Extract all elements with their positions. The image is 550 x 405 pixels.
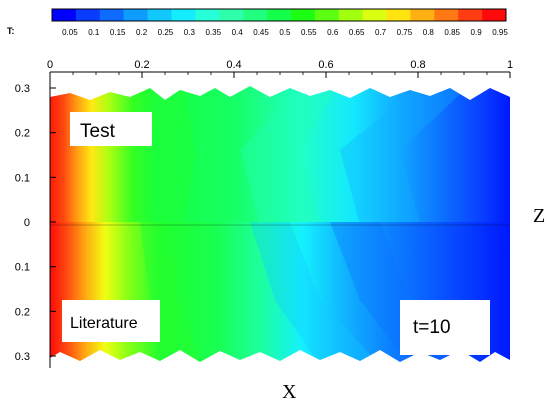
colorbar-tick-label: 0.1 bbox=[88, 28, 100, 37]
colorbar-swatch bbox=[75, 9, 101, 21]
colorbar-swatch bbox=[482, 9, 507, 21]
colorbar-swatch bbox=[314, 9, 340, 21]
colorbar-swatch bbox=[243, 9, 268, 21]
test-label: Test bbox=[80, 121, 116, 142]
colorbar-swatch bbox=[267, 9, 292, 21]
y-axis-label: Z bbox=[533, 205, 545, 227]
colorbar-swatch bbox=[219, 9, 244, 21]
colorbar-tick-label: 0.35 bbox=[205, 28, 221, 37]
colorbar-swatch bbox=[171, 9, 196, 21]
colorbar-swatch bbox=[410, 9, 435, 21]
colorbar-frame bbox=[51, 8, 507, 22]
colorbar-tick-label: 0.95 bbox=[492, 28, 508, 37]
colorbar-tick-label: 0.7 bbox=[375, 28, 387, 37]
colorbar-swatch bbox=[147, 9, 172, 21]
colorbar-tick-label: 0.05 bbox=[62, 28, 78, 37]
colorbar-tick-label: 0.15 bbox=[110, 28, 126, 37]
colorbar-swatch bbox=[338, 9, 363, 21]
colorbar-tick-label: 0.55 bbox=[301, 28, 317, 37]
time-label-box bbox=[400, 300, 490, 355]
test-contour-band bbox=[150, 86, 195, 225]
x-axis-label: X bbox=[282, 381, 297, 403]
time-label: t=10 bbox=[413, 317, 451, 338]
colorbar-swatch bbox=[123, 9, 148, 21]
literature-label: Literature bbox=[70, 315, 138, 332]
literature-contour-band bbox=[140, 222, 200, 362]
colorbar-tick-label: 0.9 bbox=[471, 28, 483, 37]
colorbar-tick-label: 0.25 bbox=[158, 28, 174, 37]
y-tick-label: 0.1 bbox=[15, 262, 30, 274]
colorbar-swatch bbox=[434, 9, 459, 21]
x-tick-label: 0.4 bbox=[226, 59, 241, 71]
y-tick-label: 0 bbox=[24, 217, 30, 229]
test-contour-field bbox=[50, 86, 510, 228]
colorbar bbox=[51, 8, 507, 22]
colorbar-tick-label: 0.4 bbox=[232, 28, 244, 37]
colorbar-swatch bbox=[458, 9, 483, 21]
colorbar-swatch bbox=[290, 9, 316, 21]
colorbar-swatch bbox=[52, 9, 77, 21]
x-axis-ticks: 0 0.2 0.4 0.6 0.8 1 bbox=[47, 59, 513, 78]
colorbar-swatch bbox=[195, 9, 220, 21]
colorbar-swatch bbox=[362, 9, 387, 21]
y-tick-label: 0.2 bbox=[15, 306, 30, 318]
colorbar-tick-label: 0.6 bbox=[327, 28, 339, 37]
colorbar-tick-label: 0.3 bbox=[184, 28, 196, 37]
colorbar-tick-label: 0.8 bbox=[423, 28, 435, 37]
colorbar-label: T: bbox=[7, 26, 15, 36]
colorbar-swatch bbox=[386, 9, 411, 21]
literature-contour-band bbox=[250, 222, 380, 362]
y-tick-label: 0.1 bbox=[15, 172, 30, 184]
x-tick-label: 0.6 bbox=[318, 59, 333, 71]
y-tick-label: 0.3 bbox=[15, 351, 30, 363]
colorbar-swatch bbox=[99, 9, 124, 21]
test-label-box bbox=[70, 112, 152, 146]
y-axis-ticks: 0.3 0.2 0.1 0 0.1 0.2 0.3 bbox=[15, 83, 56, 363]
plot-area: Test Literature t=10 bbox=[49, 71, 510, 368]
test-field bbox=[50, 86, 510, 228]
x-tick-label: 1 bbox=[507, 59, 513, 71]
colorbar-tick-label: 0.65 bbox=[349, 28, 365, 37]
y-tick-label: 0.3 bbox=[15, 83, 30, 95]
colorbar-tick-label: 0.2 bbox=[136, 28, 148, 37]
y-tick-label: 0.2 bbox=[15, 128, 30, 140]
x-tick-label: 0.8 bbox=[410, 59, 425, 71]
colorbar-tick-label: 0.5 bbox=[279, 28, 291, 37]
test-contour-band bbox=[340, 86, 470, 225]
literature-label-box bbox=[62, 300, 160, 342]
colorbar-tick-label: 0.45 bbox=[253, 28, 269, 37]
test-contour-band bbox=[240, 86, 340, 225]
x-tick-label: 0.2 bbox=[134, 59, 149, 71]
x-tick-label: 0 bbox=[47, 59, 53, 71]
colorbar-tick-label: 0.75 bbox=[397, 28, 413, 37]
colorbar-tick-label: 0.85 bbox=[444, 28, 460, 37]
colorbar-tick-labels: 0.05 0.1 0.15 0.2 0.25 0.3 0.35 0.4 0.45 0.5 0.55 0… bbox=[62, 28, 508, 37]
